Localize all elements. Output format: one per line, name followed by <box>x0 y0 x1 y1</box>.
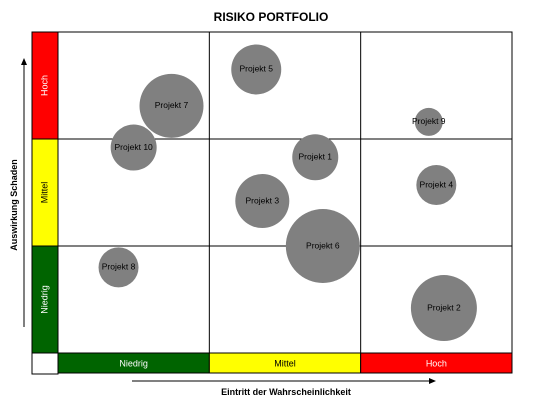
bubble-circle <box>110 124 157 171</box>
bubble-label: Projekt 9 <box>412 116 446 126</box>
bubble-label: Projekt 1 <box>298 151 332 161</box>
bubble-projekt-5: Projekt 5 <box>231 44 282 95</box>
bubble-projekt-6: Projekt 6 <box>285 209 360 283</box>
x-axis-title: Eintritt der Wahrscheinlichkeit <box>221 387 351 397</box>
y-band-label: Hoch <box>39 75 49 96</box>
bubble-projekt-10: Projekt 10 <box>110 124 157 171</box>
bubbles: Projekt 1 Projekt 2 Projekt 3 Projekt 4 Proj… <box>98 44 477 342</box>
y-band-label: Mittel <box>39 182 49 204</box>
y-band-mittel <box>31 138 59 247</box>
bubble-label: Projekt 2 <box>427 302 461 312</box>
bubble-projekt-7: Projekt 7 <box>139 73 204 138</box>
x-band-label: Niedrig <box>119 358 148 368</box>
bubble-label: Projekt 3 <box>246 195 280 205</box>
bubble-circle <box>416 165 457 206</box>
bubble-projekt-9: Projekt 9 <box>412 107 446 136</box>
bubble-projekt-2: Projekt 2 <box>410 275 477 342</box>
y-axis-arrowhead <box>21 58 27 65</box>
y-band-label: Niedrig <box>39 285 49 314</box>
y-band-niedrig <box>31 245 59 354</box>
bubble-projekt-3: Projekt 3 <box>235 174 290 229</box>
bubble-circle <box>98 247 139 288</box>
bubble-circle <box>414 107 443 136</box>
y-axis-title: Auswirkung Schaden <box>9 159 19 251</box>
bubble-projekt-1: Projekt 1 <box>292 134 339 181</box>
bubble-projekt-4: Projekt 4 <box>416 165 457 206</box>
bubble-label: Projekt 10 <box>115 142 154 152</box>
x-band-label: Hoch <box>426 358 447 368</box>
x-band-label: Mittel <box>274 358 296 368</box>
chart-title: RISIKO PORTFOLIO <box>214 10 329 24</box>
bubble-circle <box>292 134 339 181</box>
bubble-projekt-8: Projekt 8 <box>98 247 139 288</box>
bubble-circle <box>410 275 477 342</box>
x-band-hoch <box>360 352 513 374</box>
y-band-hoch <box>31 31 59 140</box>
bubble-label: Projekt 5 <box>239 64 273 74</box>
bubble-label: Projekt 8 <box>102 262 136 272</box>
bubble-circle <box>139 73 204 138</box>
bubble-circle <box>235 174 290 229</box>
bubble-label: Projekt 6 <box>306 240 340 250</box>
bubble-label: Projekt 4 <box>420 179 454 189</box>
corner-cell <box>31 352 59 375</box>
bubble-label: Projekt 7 <box>155 100 189 110</box>
x-axis-arrowhead <box>429 378 436 384</box>
bubble-circle <box>231 44 282 95</box>
category-bands: Niedrig Mittel Hoch Niedrig Mittel Hoch <box>31 31 513 375</box>
bubble-circle <box>285 209 360 283</box>
